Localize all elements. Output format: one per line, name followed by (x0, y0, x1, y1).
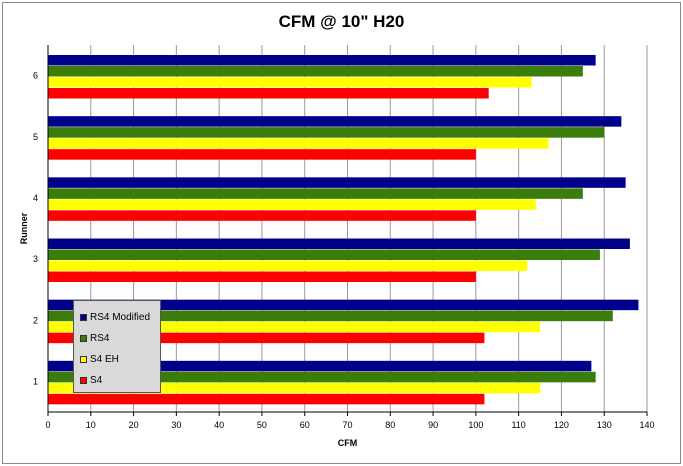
x-tick-label: 70 (342, 420, 352, 430)
y-tick-label: 3 (33, 254, 38, 264)
x-tick-label: 40 (214, 420, 224, 430)
bar (48, 138, 549, 149)
y-tick-label: 6 (33, 71, 38, 81)
bar (48, 188, 583, 199)
legend-item: S4 (80, 373, 102, 387)
x-tick-label: 130 (597, 420, 612, 430)
x-tick-label: 20 (129, 420, 139, 430)
bar (48, 393, 485, 405)
legend-swatch (80, 355, 87, 363)
bar (48, 88, 489, 99)
y-tick-label: 4 (33, 193, 38, 203)
bar (48, 382, 541, 394)
x-tick-label: 90 (428, 420, 438, 430)
bar (48, 321, 541, 333)
legend-label: S4 EH (90, 353, 119, 365)
bar (48, 116, 622, 127)
legend-swatch (80, 313, 87, 321)
legend: RS4 Modified RS4 S4 EH S4 (73, 300, 161, 393)
y-tick-label: 5 (33, 132, 38, 142)
x-tick-label: 60 (300, 420, 310, 430)
bar (48, 310, 613, 322)
bar (48, 210, 476, 221)
y-tick-label: 2 (33, 315, 38, 325)
bar (48, 271, 476, 282)
bar (48, 332, 485, 344)
x-tick-label: 80 (385, 420, 395, 430)
legend-swatch (80, 376, 87, 384)
bar (48, 55, 596, 66)
legend-item: RS4 (80, 331, 109, 345)
legend-label: RS4 (90, 332, 110, 344)
bar (48, 149, 476, 160)
bar (48, 66, 583, 77)
chart-title: CFM @ 10" H20 (278, 12, 405, 31)
x-tick-label: 110 (511, 420, 525, 430)
y-tick-label: 1 (33, 376, 38, 386)
x-tick-label: 100 (468, 420, 483, 430)
bar (48, 371, 596, 383)
bar (48, 177, 626, 188)
bar (48, 260, 528, 271)
x-tick-label: 10 (86, 420, 96, 430)
bar (48, 127, 605, 138)
x-tick-label: 30 (171, 420, 181, 430)
bar (48, 360, 592, 372)
x-tick-label: 50 (257, 420, 267, 430)
bar (48, 77, 532, 88)
x-tick-label: 0 (45, 420, 50, 430)
y-axis-title: Runner (19, 212, 29, 244)
x-tick-label: 140 (639, 420, 654, 430)
legend-swatch (80, 334, 87, 342)
legend-item: RS4 Modified (80, 310, 150, 324)
legend-label: S4 (90, 374, 103, 386)
x-tick-label: 120 (554, 420, 569, 430)
x-axis-title: CFM (338, 438, 358, 448)
bar (48, 299, 639, 311)
bar (48, 199, 536, 210)
bar (48, 238, 630, 249)
bar (48, 249, 600, 260)
legend-item: S4 EH (80, 352, 119, 366)
legend-label: RS4 Modified (90, 311, 151, 323)
